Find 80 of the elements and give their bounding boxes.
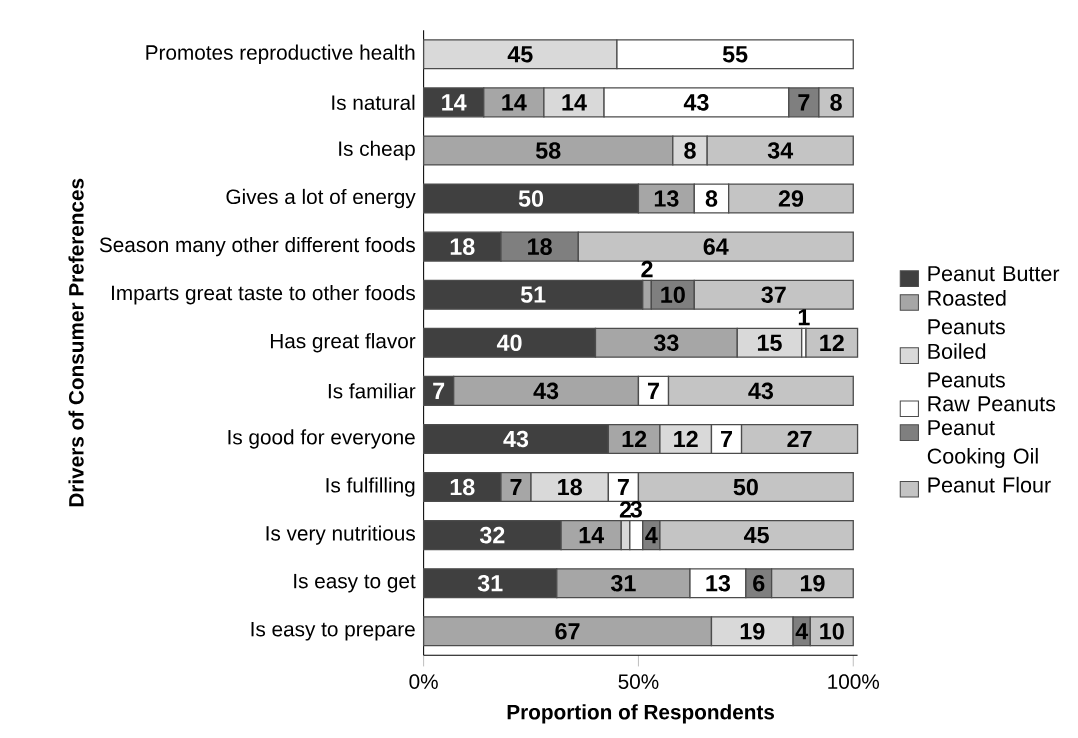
data-label: 29 xyxy=(778,190,804,207)
data-label: 45 xyxy=(507,46,533,63)
data-label: 19 xyxy=(740,623,765,640)
data-label: 14 xyxy=(562,94,587,111)
data-label: 19 xyxy=(800,574,825,592)
data-label: 32 xyxy=(479,526,505,544)
legend-label: Roasted Peanuts xyxy=(928,290,1006,335)
x-axis-title: Proportion of Respondents xyxy=(507,704,775,724)
y-tick-label: Has great flavor xyxy=(270,333,416,353)
legend-label: Raw Peanuts xyxy=(928,396,1056,412)
data-label: 58 xyxy=(535,142,561,159)
y-tick-label: Is cheap xyxy=(339,140,415,161)
y-tick-label: Is very nutritious xyxy=(266,525,415,545)
data-label: 43 xyxy=(748,382,774,400)
y-tick-label: Promotes reproductive health xyxy=(146,44,415,64)
data-label: 55 xyxy=(722,46,748,63)
y-tick-label: Imparts great taste to other foods xyxy=(112,285,415,305)
data-label: 18 xyxy=(450,478,475,496)
data-label: 12 xyxy=(622,430,647,448)
data-label: 50 xyxy=(518,190,544,207)
data-label: 14 xyxy=(442,94,467,111)
data-label: 8 xyxy=(705,190,718,207)
data-label: 45 xyxy=(743,526,769,544)
data-label: 7 xyxy=(617,479,629,496)
data-label: 8 xyxy=(684,142,696,159)
data-label: 31 xyxy=(610,574,636,592)
data-label: 18 xyxy=(528,238,552,255)
data-label: 7 xyxy=(648,382,659,399)
data-label: 8 xyxy=(830,94,842,111)
y-tick-label: Gives a lot of energy xyxy=(226,188,416,209)
data-label: 6 xyxy=(753,574,765,592)
data-label: 40 xyxy=(496,334,522,352)
data-label: 12 xyxy=(674,430,698,448)
data-label: 3 xyxy=(630,501,642,518)
x-tick-label: 0% xyxy=(409,674,438,689)
x-tick-label: 50% xyxy=(618,674,659,689)
data-label: 7 xyxy=(721,430,732,447)
data-label: 64 xyxy=(703,238,729,255)
data-label: 14 xyxy=(502,94,527,111)
data-label: 15 xyxy=(757,334,782,351)
data-label: 31 xyxy=(477,574,503,592)
data-label: 50 xyxy=(733,478,758,496)
data-label: 7 xyxy=(510,479,522,496)
data-label: 1 xyxy=(798,309,810,326)
data-label: 34 xyxy=(767,142,794,159)
y-tick-label: Is familiar xyxy=(328,383,416,399)
data-label: 10 xyxy=(820,623,844,640)
y-tick-label: Is easy to get xyxy=(294,573,416,593)
data-label: 2 xyxy=(619,501,632,518)
data-label: 18 xyxy=(558,478,582,496)
data-label: 14 xyxy=(579,527,605,544)
data-label: 7 xyxy=(433,382,445,399)
y-axis-title: Drivers of Consumer Preferences xyxy=(68,178,84,507)
y-tick-label: Is easy to prepare xyxy=(251,622,415,641)
data-label: 2 xyxy=(641,260,653,278)
y-tick-label: Is natural xyxy=(332,94,415,110)
data-label: 51 xyxy=(520,286,546,303)
data-label: 4 xyxy=(795,623,809,640)
data-label: 13 xyxy=(654,190,679,207)
data-label: 67 xyxy=(555,623,580,640)
data-label: 7 xyxy=(798,94,810,111)
legend-label: Peanut Flour xyxy=(928,476,1051,493)
data-label: 13 xyxy=(706,574,731,592)
x-tick-label: 100% xyxy=(828,674,880,689)
y-tick-label: Is fulfilling xyxy=(326,477,415,497)
data-label: 33 xyxy=(653,334,679,352)
data-label: 10 xyxy=(661,286,685,303)
legend-label: Peanut Cooking Oil xyxy=(927,420,1038,468)
data-label: 43 xyxy=(683,94,709,111)
data-label: 43 xyxy=(533,382,559,400)
y-tick-label: Season many other different foods xyxy=(99,236,415,257)
legend-label: Boiled Peanuts xyxy=(928,343,1005,388)
legend-label: Peanut Butter xyxy=(928,266,1060,282)
data-label: 4 xyxy=(645,527,658,544)
y-tick-label: Is good for everyone xyxy=(228,429,415,449)
data-label: 27 xyxy=(787,430,812,448)
data-label: 43 xyxy=(503,430,529,448)
data-label: 18 xyxy=(450,238,475,255)
data-label: 12 xyxy=(820,334,844,351)
data-label: 37 xyxy=(761,286,786,303)
